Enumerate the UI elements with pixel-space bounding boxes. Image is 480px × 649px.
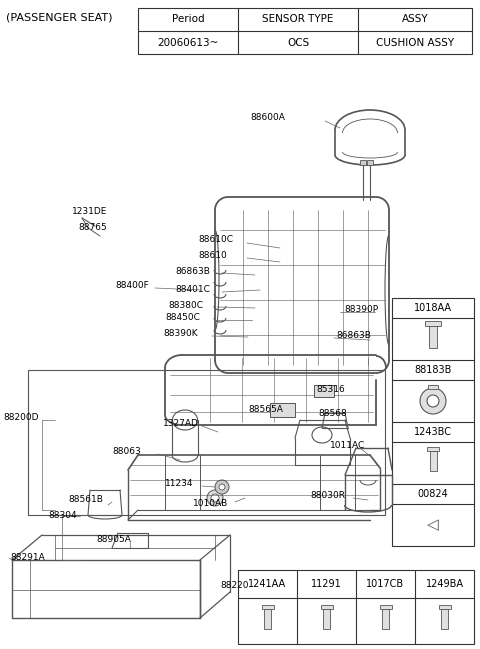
Text: ◁: ◁ [427, 517, 439, 532]
Text: 1249BA: 1249BA [425, 579, 464, 589]
Text: 1241AA: 1241AA [249, 579, 287, 589]
Bar [392, 298, 474, 546]
Text: 88610C: 88610C [198, 236, 233, 245]
Text: 88610: 88610 [198, 252, 227, 260]
Bar [425, 321, 441, 326]
Bar [441, 609, 448, 629]
Text: 11234: 11234 [165, 480, 193, 489]
Text: 00824: 00824 [418, 489, 448, 499]
Circle shape [211, 494, 219, 502]
Bar [28, 370, 385, 515]
Text: 11291: 11291 [311, 579, 342, 589]
Text: 88568: 88568 [318, 410, 347, 419]
Bar [428, 385, 438, 389]
Bar [238, 570, 474, 644]
Text: 88390K: 88390K [163, 330, 198, 339]
Bar [382, 609, 389, 629]
Text: 88401C: 88401C [175, 286, 210, 295]
Bar [264, 609, 271, 629]
Text: CUSHION ASSY: CUSHION ASSY [376, 38, 454, 47]
Bar [360, 160, 366, 165]
Text: 85316: 85316 [316, 386, 345, 395]
Text: 88400F: 88400F [115, 282, 149, 291]
Text: 88063: 88063 [112, 448, 141, 456]
Text: 88304: 88304 [48, 511, 77, 520]
Text: 20060613~: 20060613~ [157, 38, 219, 47]
Text: 1011AC: 1011AC [330, 441, 365, 450]
Circle shape [207, 490, 223, 506]
Bar [321, 605, 333, 609]
Text: 88565A: 88565A [248, 406, 283, 415]
Text: ASSY: ASSY [402, 14, 428, 25]
Text: OCS: OCS [287, 38, 309, 47]
Text: 88380C: 88380C [168, 300, 203, 310]
Text: 1017CB: 1017CB [366, 579, 405, 589]
Text: (PASSENGER SEAT): (PASSENGER SEAT) [6, 13, 112, 23]
Text: 88030R: 88030R [310, 491, 345, 500]
Text: 88200D: 88200D [3, 413, 38, 422]
Bar [439, 605, 451, 609]
Bar [138, 8, 472, 54]
Text: 1243BC: 1243BC [414, 427, 452, 437]
Text: 86863B: 86863B [336, 332, 371, 341]
Bar [270, 403, 295, 417]
Text: 88450C: 88450C [165, 313, 200, 323]
Text: 86863B: 86863B [175, 267, 210, 275]
Text: SENSOR TYPE: SENSOR TYPE [262, 14, 334, 25]
Circle shape [427, 395, 439, 407]
Bar [429, 326, 437, 348]
Circle shape [215, 480, 229, 494]
Text: 1231DE: 1231DE [72, 208, 108, 217]
Bar [380, 605, 392, 609]
Text: 88600A: 88600A [250, 114, 285, 123]
Text: 1327AD: 1327AD [163, 419, 199, 428]
Text: Period: Period [172, 14, 204, 25]
Text: 88390P: 88390P [344, 306, 378, 315]
Bar [314, 385, 334, 397]
Text: 88765: 88765 [78, 223, 107, 232]
Bar [262, 605, 274, 609]
Circle shape [219, 484, 225, 490]
Text: 88561B: 88561B [68, 495, 103, 504]
Bar [430, 451, 436, 471]
Text: 1010AB: 1010AB [193, 500, 228, 509]
Circle shape [420, 388, 446, 414]
Text: 88220: 88220 [220, 580, 249, 589]
Bar [323, 609, 330, 629]
Text: 88183B: 88183B [414, 365, 452, 375]
Text: 88291A: 88291A [10, 554, 45, 563]
Text: 1018AA: 1018AA [414, 303, 452, 313]
Bar [367, 160, 373, 165]
Bar [427, 447, 439, 451]
Text: 88905A: 88905A [96, 535, 131, 545]
